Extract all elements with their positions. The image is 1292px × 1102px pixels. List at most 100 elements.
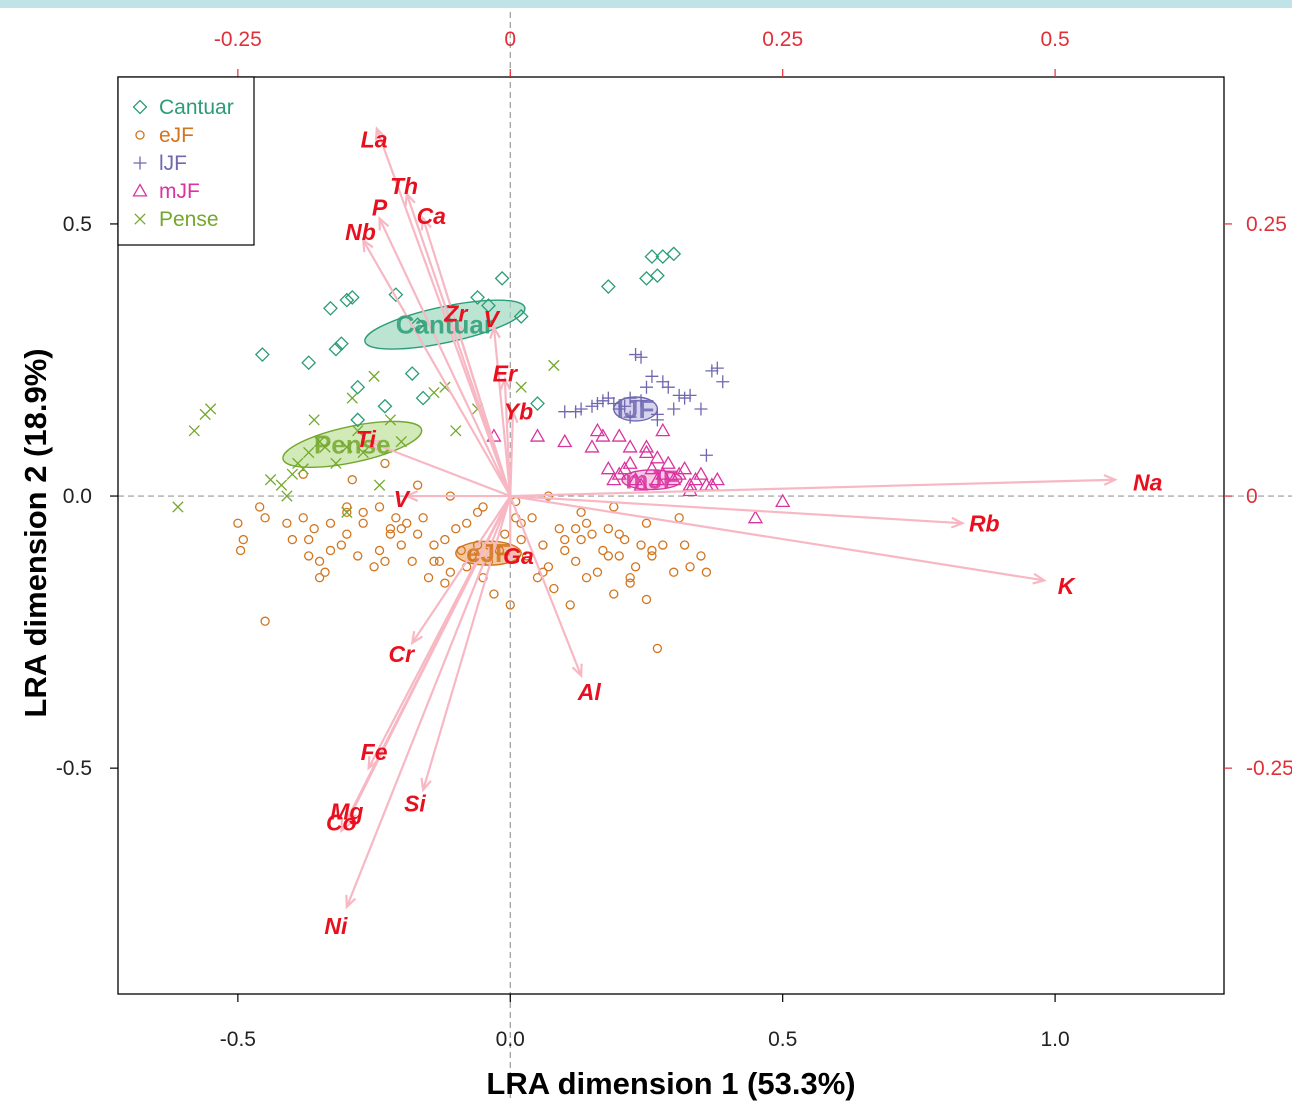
data-point: [667, 402, 681, 416]
data-point: [705, 364, 719, 378]
data-point: [374, 545, 385, 556]
data-point: [346, 392, 358, 404]
data-point: [623, 410, 637, 424]
data-point: [694, 402, 708, 416]
data-point: [456, 545, 466, 556]
arrow-head: [1103, 474, 1118, 486]
arrow-head: [404, 191, 416, 207]
data-point: [489, 589, 499, 599]
data-point: [611, 428, 627, 442]
data-point: [373, 479, 386, 491]
variable-label: Yb: [504, 399, 533, 425]
legend-symbol: [132, 99, 148, 115]
data-point: [353, 551, 363, 561]
data-point: [513, 309, 529, 324]
arrow-head: [1032, 572, 1047, 585]
variable-label: P: [372, 195, 388, 221]
x-tick-label: 0.5: [768, 1028, 797, 1051]
data-point: [350, 379, 366, 395]
data-point: [652, 643, 663, 654]
arrow-head: [571, 663, 583, 679]
data-point: [530, 396, 545, 411]
data-point: [516, 534, 526, 545]
data-point: [701, 567, 712, 577]
data-point: [323, 300, 338, 316]
arrow-head: [506, 408, 519, 424]
variable-label: Na: [1133, 469, 1163, 495]
data-point: [612, 402, 626, 416]
data-point: [576, 534, 586, 545]
data-point: [384, 414, 397, 426]
data-point: [260, 513, 270, 523]
data-point: [658, 540, 668, 550]
data-point: [396, 540, 406, 550]
data-point: [352, 425, 364, 437]
data-point: [410, 317, 426, 333]
data-point: [254, 347, 270, 362]
variable-label: Fe: [361, 739, 388, 765]
data-point: [330, 457, 342, 470]
data-point: [505, 600, 515, 610]
data-point: [309, 524, 319, 534]
data-point: [342, 529, 352, 539]
data-point: [395, 435, 407, 448]
data-point: [587, 529, 597, 539]
data-point: [260, 616, 270, 626]
group-label: lJF: [617, 394, 655, 424]
data-point: [775, 493, 791, 508]
data-point: [358, 507, 368, 518]
variable-label: Rb: [969, 510, 1000, 536]
data-point: [634, 394, 648, 408]
variable-label: Nb: [345, 219, 376, 245]
arrow-head: [453, 319, 465, 334]
data-point: [570, 556, 581, 567]
data-point: [342, 507, 352, 518]
data-point: [440, 534, 450, 545]
data-point: [644, 249, 660, 265]
data-point: [369, 562, 379, 572]
plot-frame: [117, 76, 1225, 995]
data-point: [644, 461, 660, 475]
right-tick-label: 0: [1246, 485, 1258, 508]
data-point: [445, 567, 456, 577]
data-point: [233, 518, 243, 528]
data-point: [603, 524, 614, 534]
data-point: [538, 540, 548, 550]
data-point: [319, 441, 331, 453]
data-point: [342, 502, 352, 512]
variable-arrow: [510, 478, 1116, 498]
data-point: [325, 545, 336, 556]
variable-label: Co: [326, 810, 357, 836]
arrow-head: [374, 126, 386, 141]
variable-arrow: [345, 495, 512, 908]
data-point: [638, 439, 655, 453]
data-point: [412, 529, 423, 539]
data-point: [350, 412, 366, 428]
data-point: [298, 513, 308, 523]
legend-box: [117, 76, 255, 246]
data-point: [660, 455, 676, 469]
variable-label: Ga: [503, 543, 534, 569]
data-point: [494, 545, 505, 556]
variable-label: La: [361, 127, 388, 153]
legend-symbol: [132, 183, 148, 197]
data-point: [590, 397, 604, 411]
data-point: [527, 513, 537, 523]
data-point: [647, 545, 657, 556]
data-point: [641, 594, 652, 605]
data-point: [625, 578, 635, 588]
variable-arrows: [340, 126, 1118, 910]
data-point: [238, 534, 248, 545]
data-point: [649, 450, 665, 464]
x-tick-label: -0.5: [220, 1028, 256, 1051]
data-point: [494, 270, 510, 286]
data-point: [418, 513, 428, 523]
data-point: [328, 341, 344, 357]
legend-symbol: [134, 213, 146, 225]
y-axis-label: LRA dimension 2 (18.9%): [18, 348, 53, 717]
variable-label: Cr: [389, 641, 416, 667]
data-point: [304, 534, 314, 545]
variable-arrow: [411, 495, 512, 644]
data-point: [320, 567, 330, 577]
data-point: [339, 292, 355, 308]
